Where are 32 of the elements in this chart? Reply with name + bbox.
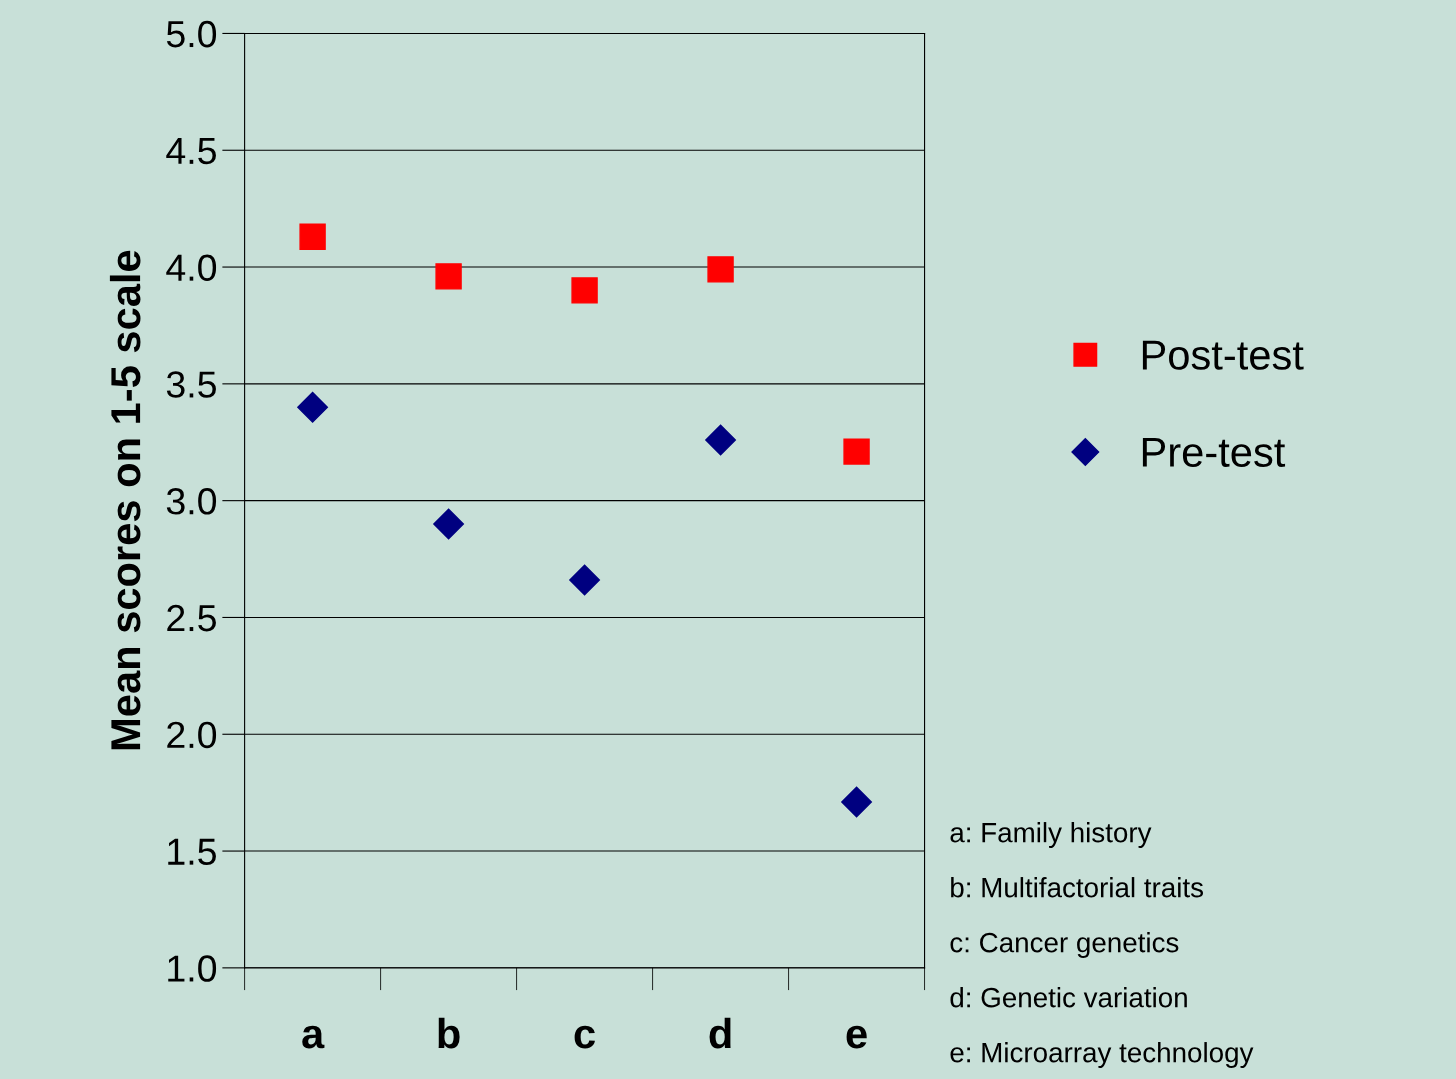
- point: [707, 256, 734, 283]
- text: a: Family history: [950, 822, 1152, 848]
- text: e: Microarray technology: [950, 1042, 1254, 1068]
- point: [299, 223, 326, 250]
- point: [433, 508, 465, 540]
- point: [435, 263, 462, 290]
- y-tick-label: 2.0: [167, 721, 217, 749]
- text: c: Cancer genetics: [950, 932, 1179, 958]
- x-tick-label: b: [438, 1017, 460, 1049]
- x-tick-label: e: [846, 1025, 867, 1049]
- y-tick-label: 4.5: [166, 138, 216, 165]
- point: [841, 786, 872, 818]
- y-tick-label: 5.0: [166, 20, 217, 48]
- y-tick-label: 4.0: [166, 254, 217, 282]
- y-tick-label: 1.0: [168, 955, 217, 982]
- point: [705, 424, 737, 456]
- y-tick-label: 3.0: [166, 488, 217, 515]
- legend-label: Post-test: [1142, 340, 1304, 370]
- point: [569, 564, 601, 596]
- legend-label: Pre-test: [1142, 437, 1286, 467]
- text: b: Multifactorial traits: [951, 877, 1204, 898]
- y-tick-label: 1.5: [168, 838, 216, 866]
- x-tick-label: a: [302, 1025, 325, 1049]
- x-tick-label: d: [709, 1017, 731, 1049]
- point: [571, 277, 598, 304]
- y-tick-label: 2.5: [167, 604, 216, 632]
- point: [297, 391, 329, 423]
- y-tick-label: 3.5: [166, 371, 216, 398]
- text: d: Genetic variation: [950, 987, 1187, 1008]
- x-tick-label: c: [574, 1025, 595, 1049]
- y-axis-title: Mean scores on 1-5 scale: [109, 250, 141, 750]
- point: [843, 438, 870, 465]
